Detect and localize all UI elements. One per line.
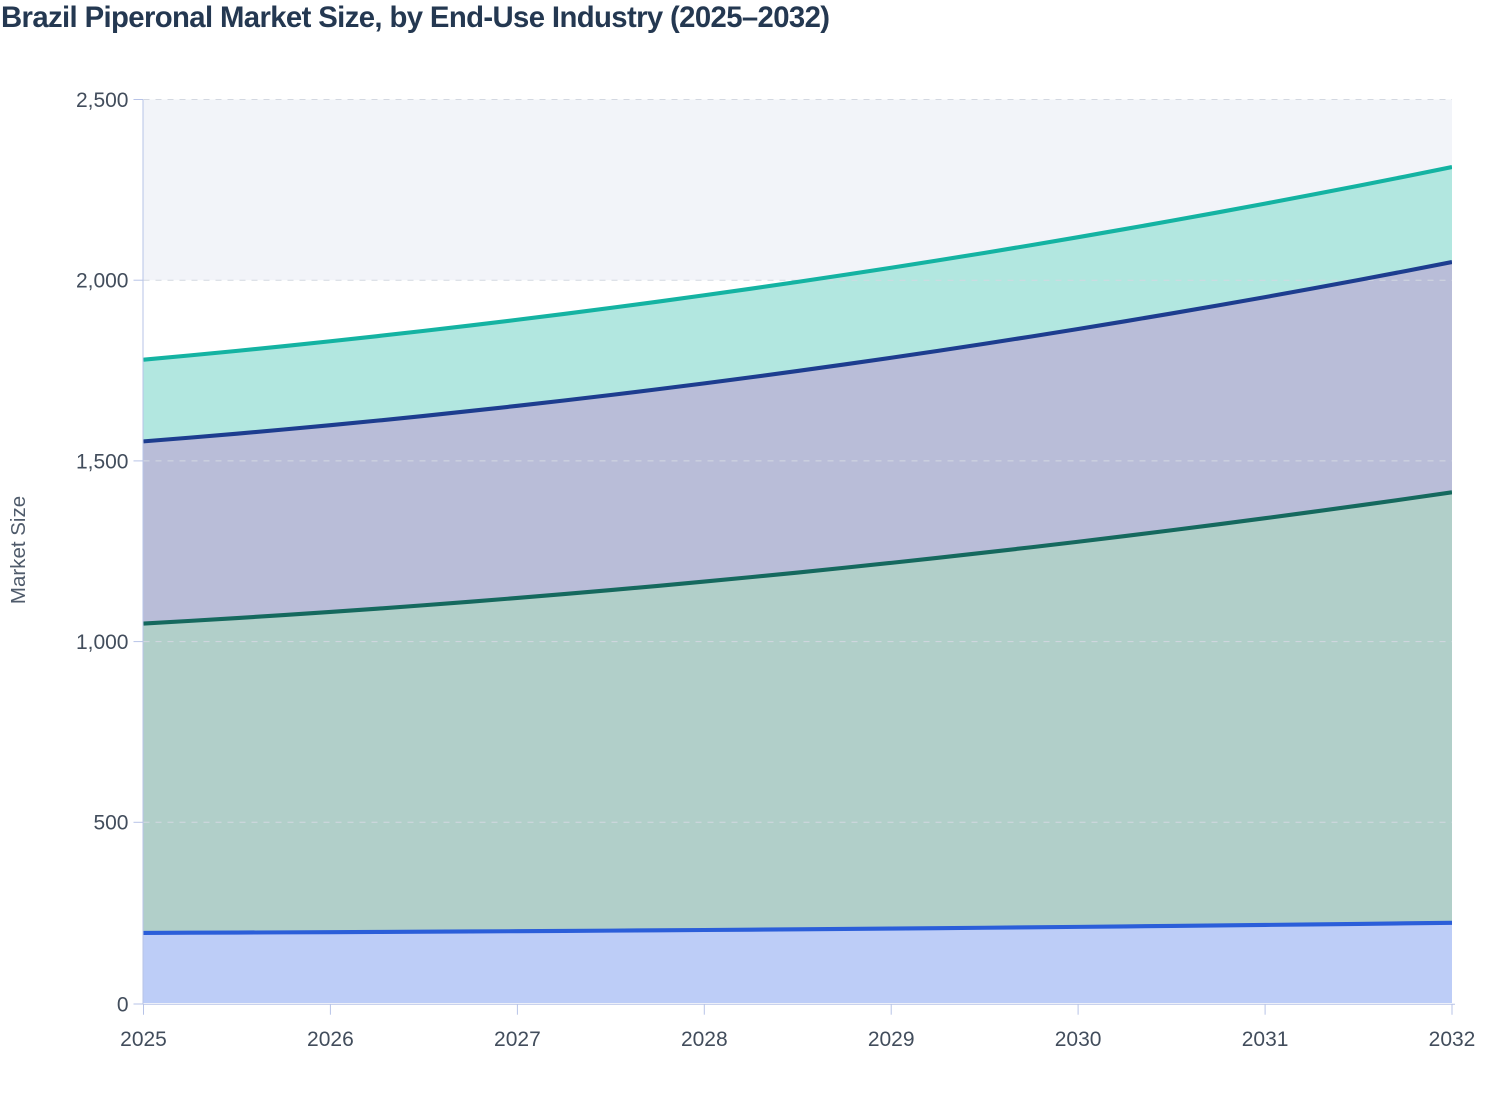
svg-text:2032: 2032 — [1429, 1028, 1476, 1051]
svg-text:2027: 2027 — [494, 1028, 541, 1051]
svg-text:500: 500 — [93, 812, 128, 835]
svg-text:2031: 2031 — [1242, 1028, 1289, 1051]
svg-text:1,000: 1,000 — [76, 631, 129, 654]
svg-text:2028: 2028 — [681, 1028, 728, 1051]
svg-text:2029: 2029 — [868, 1028, 915, 1051]
svg-text:Market Size: Market Size — [7, 496, 30, 604]
svg-text:2026: 2026 — [307, 1028, 354, 1051]
svg-text:2025: 2025 — [120, 1028, 167, 1051]
svg-text:Brazil Piperonal Market Size,: Brazil Piperonal Market Size, by End-Use… — [1, 1, 829, 34]
svg-text:2,000: 2,000 — [76, 270, 129, 293]
svg-text:2,500: 2,500 — [76, 89, 129, 112]
svg-text:0: 0 — [117, 993, 129, 1016]
svg-text:2030: 2030 — [1055, 1028, 1102, 1051]
svg-text:1,500: 1,500 — [76, 450, 129, 473]
